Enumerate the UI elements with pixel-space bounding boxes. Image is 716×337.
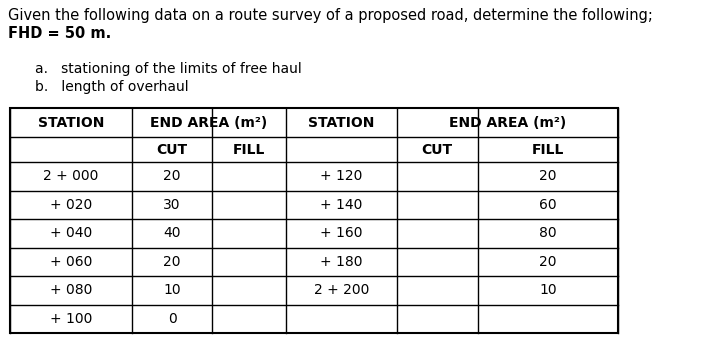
Text: FHD = 50 m.: FHD = 50 m. <box>8 26 111 41</box>
Text: + 180: + 180 <box>320 255 362 269</box>
Text: 10: 10 <box>163 283 181 297</box>
Text: 30: 30 <box>163 198 180 212</box>
Text: + 060: + 060 <box>49 255 92 269</box>
Text: + 080: + 080 <box>49 283 92 297</box>
Text: END AREA (m²): END AREA (m²) <box>150 116 268 130</box>
Text: 20: 20 <box>163 255 180 269</box>
Text: 40: 40 <box>163 226 180 240</box>
Text: a.   stationing of the limits of free haul: a. stationing of the limits of free haul <box>35 62 301 76</box>
Text: b.   length of overhaul: b. length of overhaul <box>35 80 188 94</box>
Text: 2 + 200: 2 + 200 <box>314 283 369 297</box>
Text: 0: 0 <box>168 312 176 326</box>
Bar <box>10 108 618 333</box>
Text: 60: 60 <box>539 198 556 212</box>
Text: STATION: STATION <box>308 116 374 130</box>
Text: 10: 10 <box>539 283 556 297</box>
Text: + 100: + 100 <box>49 312 92 326</box>
Text: + 160: + 160 <box>320 226 362 240</box>
Text: 2 + 000: 2 + 000 <box>43 169 99 183</box>
Text: CUT: CUT <box>422 143 453 157</box>
Text: FILL: FILL <box>233 143 266 157</box>
Text: + 040: + 040 <box>49 226 92 240</box>
Text: Given the following data on a route survey of a proposed road, determine the fol: Given the following data on a route surv… <box>8 8 653 23</box>
Text: 80: 80 <box>539 226 556 240</box>
Text: FILL: FILL <box>531 143 564 157</box>
Text: + 120: + 120 <box>320 169 362 183</box>
Text: 20: 20 <box>539 255 556 269</box>
Text: 20: 20 <box>163 169 180 183</box>
Text: + 140: + 140 <box>320 198 362 212</box>
Text: + 020: + 020 <box>49 198 92 212</box>
Text: STATION: STATION <box>38 116 104 130</box>
Text: END AREA (m²): END AREA (m²) <box>449 116 566 130</box>
Text: 20: 20 <box>539 169 556 183</box>
Text: CUT: CUT <box>157 143 188 157</box>
